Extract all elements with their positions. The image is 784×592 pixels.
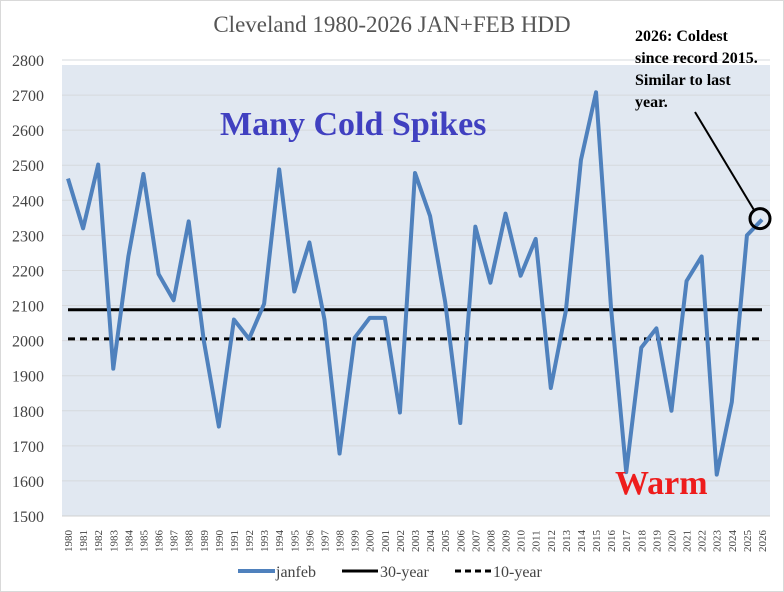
x-tick-label: 1994 bbox=[274, 530, 286, 553]
x-tick-label: 2003 bbox=[410, 530, 422, 553]
x-tick-label: 2015 bbox=[591, 530, 603, 553]
x-tick-label: 2021 bbox=[682, 530, 694, 552]
x-tick-label: 1985 bbox=[138, 530, 150, 553]
x-tick-label: 2012 bbox=[546, 530, 558, 552]
legend: janfeb 30-year 10-year bbox=[238, 564, 543, 581]
x-tick-label: 2002 bbox=[395, 530, 407, 552]
y-tick-label: 2100 bbox=[12, 299, 44, 316]
x-tick-label: 2010 bbox=[516, 530, 528, 553]
x-tick-label: 2006 bbox=[455, 530, 467, 553]
x-tick-label: 2005 bbox=[440, 530, 452, 553]
legend-label-janfeb: janfeb bbox=[275, 564, 316, 581]
x-tick-label: 1987 bbox=[169, 530, 181, 553]
annotation-2026-line: since record 2015. bbox=[635, 50, 758, 67]
y-tick-label: 2700 bbox=[12, 88, 44, 105]
x-tick-label: 2025 bbox=[742, 530, 754, 553]
x-tick-label: 2024 bbox=[727, 530, 739, 553]
x-tick-label: 1988 bbox=[184, 530, 196, 553]
plot-area bbox=[62, 65, 770, 516]
x-tick-label: 1993 bbox=[259, 530, 271, 553]
x-tick-label: 2017 bbox=[621, 530, 633, 553]
y-tick-label: 2800 bbox=[12, 53, 44, 70]
x-tick-label: 2026 bbox=[757, 530, 769, 553]
x-tick-label: 2008 bbox=[485, 530, 497, 553]
x-tick-label: 1995 bbox=[289, 530, 301, 553]
x-tick-label: 1982 bbox=[93, 530, 105, 552]
x-tick-label: 1984 bbox=[123, 530, 135, 553]
x-tick-label: 1997 bbox=[319, 530, 331, 553]
y-tick-label: 2300 bbox=[12, 228, 44, 245]
y-tick-label: 1500 bbox=[12, 509, 44, 526]
chart-title: Cleveland 1980-2026 JAN+FEB HDD bbox=[213, 12, 570, 37]
y-tick-label: 2600 bbox=[12, 123, 44, 140]
x-tick-label: 2016 bbox=[606, 530, 618, 553]
x-tick-label: 2020 bbox=[666, 530, 678, 553]
x-tick-label: 1986 bbox=[154, 530, 166, 553]
legend-label-10-year: 10-year bbox=[493, 564, 543, 581]
x-tick-label: 1999 bbox=[350, 530, 362, 553]
x-tick-label: 2004 bbox=[425, 530, 437, 553]
x-tick-label: 1980 bbox=[63, 530, 75, 553]
x-tick-label: 1998 bbox=[335, 530, 347, 553]
annotation-2026: 2026: Coldest since record 2015. Similar… bbox=[635, 28, 758, 111]
x-tick-label: 2011 bbox=[531, 530, 543, 552]
x-tick-label: 1992 bbox=[244, 530, 256, 552]
annotation-2026-line: 2026: Coldest bbox=[635, 28, 729, 45]
annotation-arrow bbox=[694, 111, 755, 211]
x-tick-label: 2023 bbox=[712, 530, 724, 553]
legend-label-30-year: 30-year bbox=[380, 564, 430, 581]
x-tick-label: 1983 bbox=[108, 530, 120, 553]
annotation-many-cold-spikes: Many Cold Spikes bbox=[220, 106, 486, 143]
x-tick-label: 2019 bbox=[651, 530, 663, 553]
y-tick-label: 1800 bbox=[12, 404, 44, 421]
y-tick-label: 2200 bbox=[12, 263, 44, 280]
x-tick-label: 1991 bbox=[229, 530, 241, 552]
x-tick-label: 2007 bbox=[470, 530, 482, 553]
x-tick-label: 2009 bbox=[501, 530, 513, 553]
y-tick-label: 1900 bbox=[12, 369, 44, 386]
y-tick-label: 2000 bbox=[12, 334, 44, 351]
annotation-2026-line: year. bbox=[635, 94, 668, 111]
y-tick-label: 2500 bbox=[12, 158, 44, 175]
annotation-2026-line: Similar to last bbox=[635, 72, 731, 89]
x-tick-label: 2014 bbox=[576, 530, 588, 553]
x-tick-label: 2000 bbox=[365, 530, 377, 553]
x-tick-label: 1996 bbox=[304, 530, 316, 553]
x-tick-label: 1989 bbox=[199, 530, 211, 553]
annotation-warm: Warm bbox=[615, 465, 708, 502]
x-tick-label: 2001 bbox=[380, 530, 392, 552]
x-tick-label: 2013 bbox=[561, 530, 573, 553]
highlight-circle-2026 bbox=[748, 207, 772, 231]
x-tick-label: 2022 bbox=[697, 530, 709, 552]
x-tick-label: 1981 bbox=[78, 530, 90, 552]
y-tick-label: 1700 bbox=[12, 439, 44, 456]
x-tick-label: 1990 bbox=[214, 530, 226, 553]
y-tick-label: 2400 bbox=[12, 193, 44, 210]
y-tick-label: 1600 bbox=[12, 474, 44, 491]
x-tick-label: 2018 bbox=[636, 530, 648, 553]
